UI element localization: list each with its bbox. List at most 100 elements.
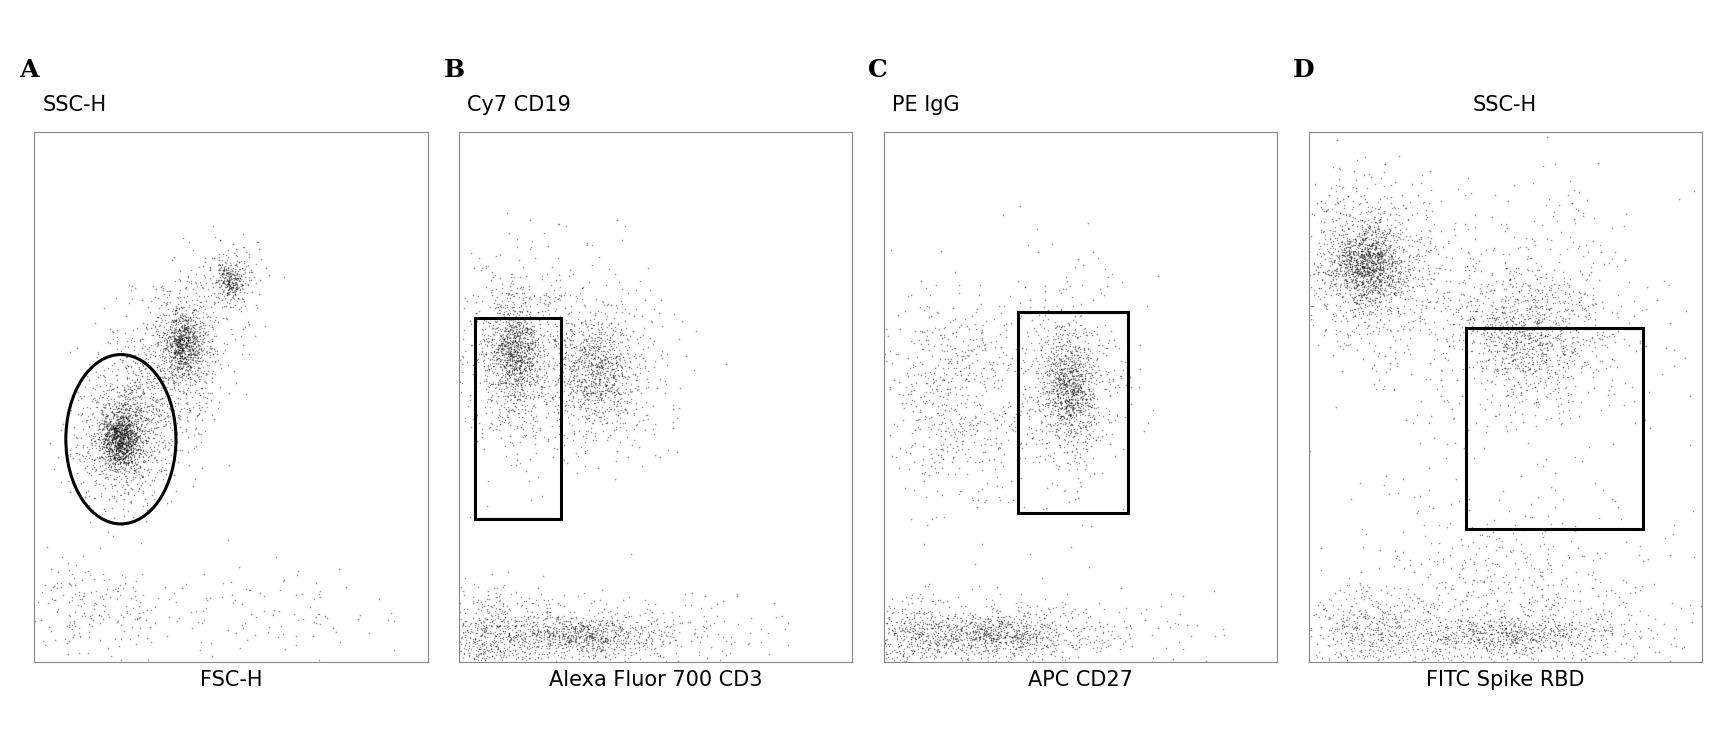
Point: [492, 371, 519, 383]
Point: [1463, 576, 1490, 588]
Point: [107, 451, 134, 462]
Point: [70, 590, 98, 602]
Point: [96, 443, 124, 455]
Point: [1367, 280, 1394, 292]
Point: [112, 600, 139, 612]
Point: [1057, 381, 1085, 392]
Point: [1367, 229, 1394, 240]
Point: [581, 347, 609, 359]
Point: [672, 351, 700, 362]
Point: [920, 632, 947, 644]
Point: [125, 431, 153, 443]
Point: [1391, 255, 1418, 267]
Point: [486, 632, 514, 644]
Point: [81, 603, 108, 614]
Point: [65, 453, 93, 465]
Point: [1348, 265, 1375, 276]
Point: [101, 443, 129, 455]
Point: [1059, 440, 1086, 451]
Point: [84, 351, 112, 362]
Point: [1382, 287, 1410, 298]
Point: [138, 443, 165, 455]
Point: [485, 318, 512, 330]
Point: [1528, 293, 1556, 305]
Point: [1573, 304, 1600, 316]
Point: [505, 365, 533, 376]
Point: [119, 380, 146, 392]
Point: [997, 359, 1025, 370]
Point: [1590, 621, 1618, 633]
Point: [167, 354, 194, 365]
Point: [774, 639, 801, 650]
Point: [550, 362, 578, 374]
Point: [567, 356, 595, 368]
Point: [1074, 390, 1102, 402]
Point: [980, 642, 1007, 654]
Point: [58, 569, 86, 581]
Point: [1336, 251, 1363, 263]
Point: [96, 448, 124, 459]
Point: [1062, 363, 1090, 375]
Point: [615, 341, 643, 353]
Point: [117, 497, 144, 509]
Point: [603, 359, 631, 371]
Point: [526, 349, 554, 361]
Point: [976, 613, 1004, 625]
Point: [970, 627, 997, 639]
Point: [901, 636, 928, 648]
Point: [81, 492, 108, 503]
Point: [897, 592, 925, 603]
Point: [139, 404, 167, 415]
Point: [1420, 273, 1447, 284]
Point: [933, 334, 961, 345]
Point: [208, 254, 236, 266]
Point: [182, 397, 210, 409]
Point: [490, 401, 517, 412]
Point: [504, 326, 531, 338]
Point: [98, 431, 125, 443]
Point: [971, 633, 999, 645]
Point: [143, 404, 170, 416]
Point: [1427, 226, 1454, 237]
Point: [1428, 242, 1456, 254]
Point: [1451, 274, 1478, 286]
Point: [119, 432, 146, 444]
Point: [1300, 209, 1327, 220]
Point: [1525, 564, 1552, 576]
Point: [1331, 249, 1358, 261]
Point: [560, 633, 588, 645]
Point: [158, 309, 186, 320]
Point: [124, 613, 151, 625]
Point: [1532, 338, 1559, 350]
Point: [1351, 593, 1379, 605]
Point: [1035, 304, 1062, 316]
Point: [1380, 334, 1408, 345]
Point: [1337, 265, 1365, 277]
Point: [182, 333, 210, 345]
Point: [523, 410, 550, 422]
Point: [614, 628, 641, 640]
Point: [1007, 646, 1035, 658]
Point: [1067, 393, 1095, 405]
Point: [923, 629, 951, 641]
Point: [505, 323, 533, 334]
Point: [1069, 436, 1097, 448]
Point: [1428, 596, 1456, 608]
Point: [1365, 600, 1392, 612]
Point: [1067, 429, 1095, 440]
Point: [947, 354, 975, 366]
Point: [1516, 279, 1544, 291]
Point: [1485, 368, 1513, 379]
Point: [1435, 631, 1463, 642]
Point: [968, 345, 995, 356]
Point: [500, 346, 528, 358]
Point: [1305, 261, 1332, 273]
Point: [1544, 622, 1571, 634]
Point: [572, 390, 600, 401]
Point: [1360, 243, 1387, 255]
Point: [1477, 628, 1504, 639]
Point: [1379, 265, 1406, 276]
Point: [1343, 184, 1370, 196]
Point: [590, 635, 617, 647]
Point: [1341, 266, 1368, 278]
